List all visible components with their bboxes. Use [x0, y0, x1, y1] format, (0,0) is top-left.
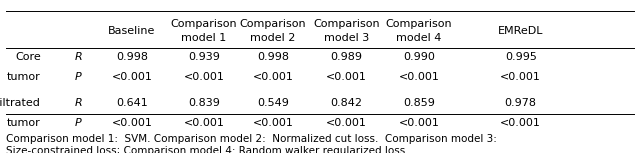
Text: 0.989: 0.989	[330, 52, 362, 62]
Text: 0.549: 0.549	[257, 98, 289, 108]
Text: model 3: model 3	[324, 33, 369, 43]
Text: tumor: tumor	[7, 72, 41, 82]
Text: <0.001: <0.001	[326, 118, 367, 128]
Text: Comparison: Comparison	[313, 19, 380, 29]
Text: model 4: model 4	[396, 33, 442, 43]
Text: Comparison: Comparison	[239, 19, 307, 29]
Text: <0.001: <0.001	[326, 72, 367, 82]
Text: <0.001: <0.001	[111, 118, 152, 128]
Text: <0.001: <0.001	[399, 118, 440, 128]
Text: <0.001: <0.001	[184, 72, 225, 82]
Text: 0.939: 0.939	[188, 52, 220, 62]
Text: model 2: model 2	[250, 33, 296, 43]
Text: <0.001: <0.001	[184, 118, 225, 128]
Text: R: R	[75, 98, 83, 108]
Text: 0.842: 0.842	[330, 98, 362, 108]
Text: <0.001: <0.001	[399, 72, 440, 82]
Text: 0.998: 0.998	[116, 52, 148, 62]
Text: tumor: tumor	[7, 118, 41, 128]
Text: 0.839: 0.839	[188, 98, 220, 108]
Text: <0.001: <0.001	[500, 72, 541, 82]
Text: P: P	[75, 118, 82, 128]
Text: EMReDL: EMReDL	[498, 26, 543, 35]
Text: Baseline: Baseline	[108, 26, 156, 35]
Text: Infiltrated: Infiltrated	[0, 98, 41, 108]
Text: 0.859: 0.859	[403, 98, 435, 108]
Text: 0.990: 0.990	[403, 52, 435, 62]
Text: <0.001: <0.001	[500, 118, 541, 128]
Text: model 1: model 1	[181, 33, 227, 43]
Text: P: P	[75, 72, 82, 82]
Text: Core: Core	[15, 52, 41, 62]
Text: 0.641: 0.641	[116, 98, 148, 108]
Text: 0.978: 0.978	[505, 98, 537, 108]
Text: <0.001: <0.001	[253, 72, 293, 82]
Text: 0.998: 0.998	[257, 52, 289, 62]
Text: Comparison model 1:  SVM. Comparison model 2:  Normalized cut loss.  Comparison : Comparison model 1: SVM. Comparison mode…	[6, 134, 497, 153]
Text: <0.001: <0.001	[253, 118, 293, 128]
Text: Comparison: Comparison	[386, 19, 452, 29]
Text: R: R	[75, 52, 83, 62]
Text: Comparison: Comparison	[171, 19, 237, 29]
Text: <0.001: <0.001	[111, 72, 152, 82]
Text: 0.995: 0.995	[505, 52, 537, 62]
